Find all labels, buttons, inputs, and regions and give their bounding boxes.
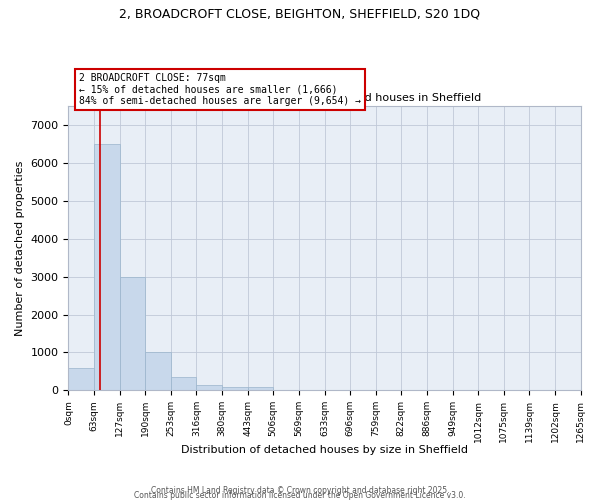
Bar (145, 352, 171, 391)
Text: Contains HM Land Registry data © Crown copyright and database right 2025.: Contains HM Land Registry data © Crown c… (151, 486, 449, 495)
Bar (171, 377, 196, 390)
Title: Size of property relative to detached houses in Sheffield: Size of property relative to detached ho… (167, 92, 482, 102)
Bar (120, 276, 145, 390)
Text: 2, BROADCROFT CLOSE, BEIGHTON, SHEFFIELD, S20 1DQ: 2, BROADCROFT CLOSE, BEIGHTON, SHEFFIELD… (119, 8, 481, 20)
Bar (68, 368, 94, 390)
X-axis label: Distribution of detached houses by size in Sheffield: Distribution of detached houses by size … (181, 445, 468, 455)
Bar (248, 388, 273, 390)
Y-axis label: Number of detached properties: Number of detached properties (15, 160, 25, 336)
Text: 2 BROADCROFT CLOSE: 77sqm
← 15% of detached houses are smaller (1,666)
84% of se: 2 BROADCROFT CLOSE: 77sqm ← 15% of detac… (79, 73, 361, 106)
Bar (94, 144, 120, 390)
Bar (222, 386, 248, 390)
Bar (196, 384, 222, 390)
Text: Contains public sector information licensed under the Open Government Licence v3: Contains public sector information licen… (134, 490, 466, 500)
